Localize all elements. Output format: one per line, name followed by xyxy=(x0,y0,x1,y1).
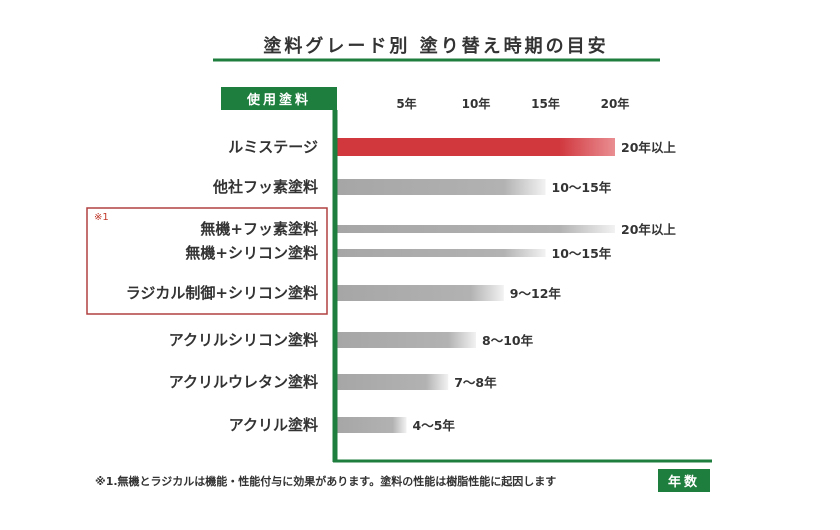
value-label: 10〜15年 xyxy=(552,246,612,261)
category-label: 無機+フッ素塗料 xyxy=(200,220,318,238)
bar xyxy=(337,138,615,156)
value-label: 20年以上 xyxy=(621,140,676,155)
category-label: 無機+シリコン塗料 xyxy=(185,244,318,262)
category-label: アクリル塗料 xyxy=(229,416,318,434)
category-label: ラジカル制御+シリコン塗料 xyxy=(126,284,318,302)
footnote: ※1.無機とラジカルは機能・性能付与に効果があります。塗料の性能は樹脂性能に起因… xyxy=(95,474,556,488)
category-label: 他社フッ素塗料 xyxy=(212,178,318,196)
category-label: ルミステージ xyxy=(228,138,318,156)
value-label: 20年以上 xyxy=(621,222,676,237)
category-label: アクリルウレタン塗料 xyxy=(169,373,318,391)
x-tick-label: 15年 xyxy=(531,96,560,111)
value-label: 8〜10年 xyxy=(482,333,534,348)
value-label: 9〜12年 xyxy=(510,286,562,301)
chart-title: 塗料グレード別 塗り替え時期の目安 xyxy=(263,35,608,57)
bar xyxy=(337,374,449,390)
category-label: アクリルシリコン塗料 xyxy=(169,331,318,349)
value-label: 4〜5年 xyxy=(413,418,456,433)
bar xyxy=(337,285,504,301)
bar xyxy=(337,179,546,195)
x-tick-label: 10年 xyxy=(462,96,491,111)
bar xyxy=(337,417,407,433)
x-axis-label-badge xyxy=(658,469,710,492)
bar xyxy=(337,249,546,257)
x-axis-ticks: 5年 10年 15年 20年 xyxy=(396,96,629,111)
inorganic-radical-group-box xyxy=(86,207,328,315)
category-header-badge xyxy=(221,87,337,110)
value-label: 10〜15年 xyxy=(552,180,612,195)
group-note-mark: ※1 xyxy=(94,212,109,223)
bar xyxy=(337,225,615,233)
x-axis-label: 年数 xyxy=(668,474,700,490)
x-tick-label: 5年 xyxy=(396,96,416,111)
bar xyxy=(337,332,476,348)
category-header-label: 使用塗料 xyxy=(246,92,311,108)
x-tick-label: 20年 xyxy=(601,96,630,111)
value-label: 7〜8年 xyxy=(454,375,497,390)
